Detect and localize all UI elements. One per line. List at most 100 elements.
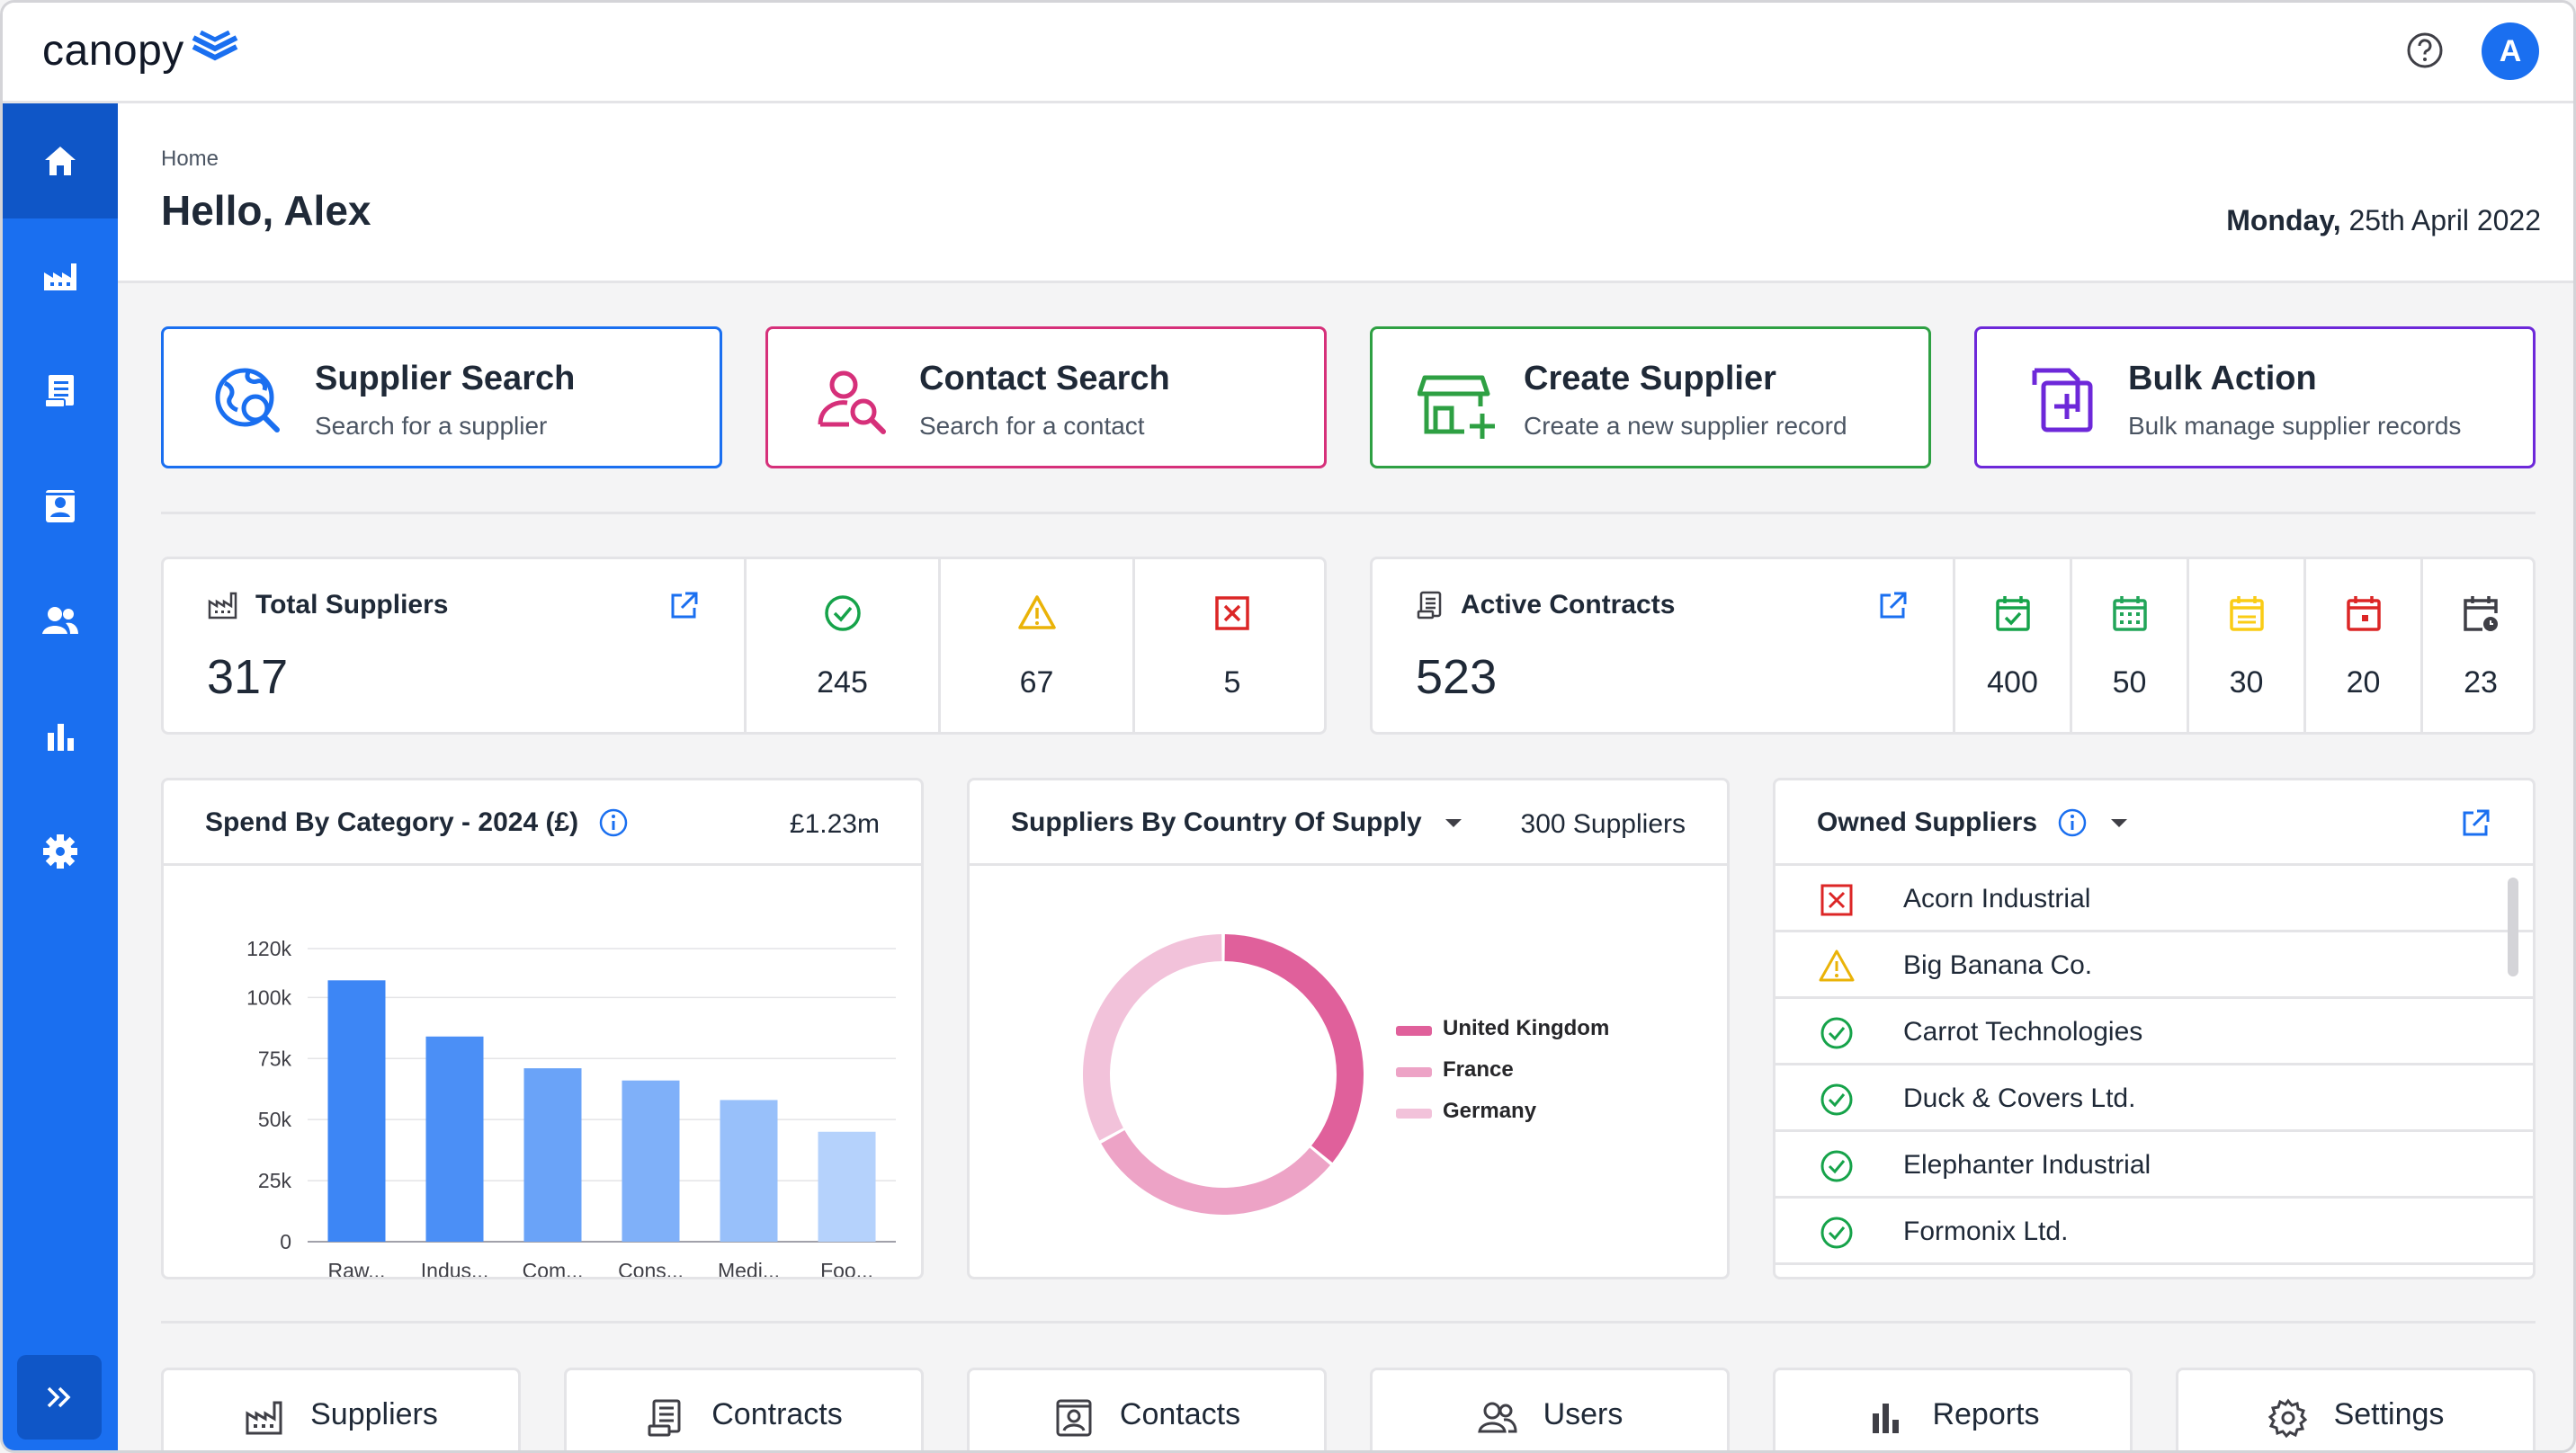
supplier-search-card[interactable]: Supplier Search Search for a supplier bbox=[161, 326, 722, 468]
chevron-down-icon[interactable] bbox=[2107, 814, 2131, 832]
factory-icon bbox=[246, 1401, 282, 1435]
contact-search-card[interactable]: Contact Search Search for a contact bbox=[765, 326, 1327, 468]
contracts-pending-stat[interactable]: 23 bbox=[2423, 559, 2538, 732]
contracts-expired-stat[interactable]: 20 bbox=[2306, 559, 2423, 732]
x-tick-label: Foo... bbox=[820, 1259, 873, 1279]
check-circle-icon bbox=[1820, 1217, 1853, 1249]
sidebar-item-contracts[interactable] bbox=[3, 334, 118, 449]
sidebar-item-home[interactable] bbox=[3, 103, 118, 218]
rejected-suppliers-stat[interactable]: 5 bbox=[1135, 559, 1329, 732]
list-item[interactable]: Duck & Covers Ltd. bbox=[1775, 1065, 2533, 1132]
bulk-action-subtitle: Bulk manage supplier records bbox=[2128, 412, 2462, 440]
contact-search-title: Contact Search bbox=[919, 360, 1170, 397]
supplier-name: Carrot Technologies bbox=[1903, 1017, 2143, 1047]
contact-search-subtitle: Search for a contact bbox=[919, 412, 1145, 440]
list-item[interactable]: Formonix Ltd. bbox=[1775, 1199, 2533, 1265]
x-tick-label: Raw... bbox=[328, 1259, 386, 1279]
active-contracts-label: Active Contracts bbox=[1461, 590, 1676, 620]
bar[interactable] bbox=[720, 1100, 778, 1242]
legend-swatch bbox=[1396, 1026, 1432, 1036]
supplier-search-title: Supplier Search bbox=[315, 360, 576, 397]
nav-card-label: Suppliers bbox=[310, 1397, 438, 1431]
external-link-icon[interactable] bbox=[667, 590, 700, 622]
nav-card-contacts[interactable]: Contacts bbox=[967, 1368, 1327, 1450]
active-contracts-summary: Active Contracts 523 bbox=[1373, 559, 1955, 732]
total-suppliers-count: 317 bbox=[207, 650, 289, 704]
external-link-icon[interactable] bbox=[1876, 590, 1909, 622]
canopy-logo-icon bbox=[192, 30, 238, 60]
breadcrumb[interactable]: Home bbox=[161, 147, 219, 171]
sidebar bbox=[3, 103, 118, 1450]
supplier-name: Acorn Industrial bbox=[1903, 884, 2091, 914]
spend-bar-chart: 0 25k 50k 75k 100k 120k Raw... Indus... Com... Co… bbox=[246, 937, 896, 1279]
check-circle-icon bbox=[1820, 1083, 1853, 1116]
donut-slice[interactable] bbox=[1083, 934, 1222, 1141]
close-box-icon bbox=[1820, 884, 1853, 916]
supplier-search-subtitle: Search for a supplier bbox=[315, 412, 548, 440]
info-icon[interactable] bbox=[2057, 807, 2088, 838]
calendar-grid-icon bbox=[2112, 596, 2147, 631]
legend-label: Germany bbox=[1443, 1099, 1537, 1123]
bulk-action-card[interactable]: Bulk Action Bulk manage supplier records bbox=[1974, 326, 2536, 468]
nav-card-reports[interactable]: Reports bbox=[1773, 1368, 2133, 1450]
warning-suppliers-stat[interactable]: 67 bbox=[941, 559, 1135, 732]
external-link-icon[interactable] bbox=[2459, 807, 2491, 840]
bar[interactable] bbox=[818, 1131, 876, 1242]
sidebar-expand-button[interactable] bbox=[17, 1355, 102, 1440]
chevron-down-icon[interactable] bbox=[1442, 814, 1465, 832]
nav-card-label: Settings bbox=[2333, 1397, 2445, 1431]
calendar-warning-icon bbox=[2229, 596, 2264, 631]
check-circle-icon bbox=[824, 595, 861, 631]
list-item[interactable]: Acorn Industrial bbox=[1775, 866, 2533, 932]
nav-card-contracts[interactable]: Contracts bbox=[564, 1368, 924, 1450]
bar[interactable] bbox=[622, 1080, 680, 1242]
document-icon bbox=[648, 1399, 681, 1437]
create-supplier-card[interactable]: Create Supplier Create a new supplier re… bbox=[1370, 326, 1931, 468]
help-icon[interactable] bbox=[2406, 31, 2444, 69]
list-item[interactable]: Carrot Technologies bbox=[1775, 999, 2533, 1065]
divider bbox=[161, 512, 2536, 514]
chevron-double-right-icon bbox=[47, 1386, 71, 1408]
nav-card-label: Contacts bbox=[1119, 1397, 1241, 1431]
contracts-value-0: 400 bbox=[1987, 665, 2038, 700]
sidebar-item-contacts[interactable] bbox=[3, 449, 118, 564]
logo[interactable]: canopy bbox=[42, 26, 240, 76]
x-tick-label: Medi... bbox=[718, 1259, 780, 1279]
list-item[interactable]: Big Banana Co. bbox=[1775, 932, 2533, 999]
bar[interactable] bbox=[425, 1036, 484, 1242]
suppliers-by-country-panel: Suppliers By Country Of Supply 300 Suppl… bbox=[967, 778, 1730, 1279]
bar[interactable] bbox=[523, 1068, 582, 1242]
bulk-add-icon bbox=[2032, 368, 2093, 432]
approved-suppliers-stat[interactable]: 245 bbox=[747, 559, 941, 732]
total-suppliers-summary: Total Suppliers 317 bbox=[164, 559, 747, 732]
sidebar-item-settings[interactable] bbox=[3, 794, 118, 909]
nav-card-users[interactable]: Users bbox=[1370, 1368, 1730, 1450]
country-count: 300 Suppliers bbox=[1520, 809, 1686, 839]
factory-icon bbox=[44, 263, 76, 290]
contracts-expiring-stat[interactable]: 30 bbox=[2189, 559, 2306, 732]
contracts-value-3: 20 bbox=[2346, 665, 2381, 700]
scrollbar[interactable] bbox=[2508, 878, 2518, 976]
spend-title-row: Spend By Category - 2024 (£) bbox=[205, 807, 629, 838]
active-contracts-label-row: Active Contracts bbox=[1416, 590, 1675, 620]
list-item[interactable]: Elephanter Industrial bbox=[1775, 1132, 2533, 1199]
donut-slice[interactable] bbox=[1224, 934, 1364, 1163]
sidebar-item-users[interactable] bbox=[3, 564, 118, 679]
contracts-signed-stat[interactable]: 400 bbox=[1955, 559, 2072, 732]
avatar[interactable]: A bbox=[2482, 22, 2539, 80]
sidebar-item-suppliers[interactable] bbox=[3, 218, 118, 334]
owned-title: Owned Suppliers bbox=[1817, 807, 2038, 837]
calendar-check-icon bbox=[1995, 596, 2030, 631]
nav-card-suppliers[interactable]: Suppliers bbox=[161, 1368, 521, 1450]
y-tick-label: 120k bbox=[246, 937, 291, 960]
contracts-scheduled-stat[interactable]: 50 bbox=[2072, 559, 2189, 732]
sidebar-item-reports[interactable] bbox=[3, 679, 118, 794]
supplier-name: Elephanter Industrial bbox=[1903, 1150, 2151, 1180]
x-tick-label: Com... bbox=[523, 1259, 584, 1279]
bar[interactable] bbox=[327, 980, 386, 1242]
total-suppliers-label-row: Total Suppliers bbox=[207, 590, 448, 620]
nav-card-settings[interactable]: Settings bbox=[2176, 1368, 2536, 1450]
info-icon[interactable] bbox=[598, 807, 629, 838]
spend-by-category-panel: Spend By Category - 2024 (£) £1.23m 0 25k… bbox=[161, 778, 924, 1279]
donut-slice[interactable] bbox=[1101, 1130, 1330, 1215]
